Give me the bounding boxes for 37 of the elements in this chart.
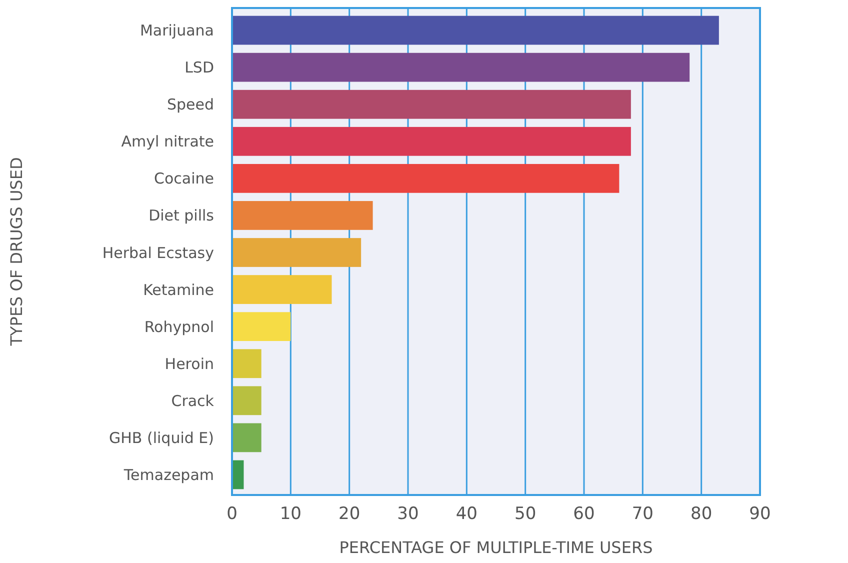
- y-tick-label: Heroin: [164, 354, 214, 373]
- x-tick-label: 10: [280, 504, 302, 524]
- y-axis-title: TYPES OF DRUGS USED: [7, 157, 26, 347]
- bar: [232, 126, 631, 156]
- x-tick-label: 0: [226, 504, 238, 524]
- y-tick-label: Herbal Ecstasy: [102, 244, 214, 262]
- y-tick-label: Rohypnol: [144, 318, 214, 336]
- y-tick-label: Ketamine: [143, 280, 214, 299]
- bar: [232, 238, 362, 267]
- y-tick-label: LSD: [184, 58, 214, 77]
- y-tick-label: Marijuana: [140, 22, 214, 40]
- x-tick-label: 30: [397, 504, 419, 524]
- bar: [232, 52, 690, 82]
- y-tick-label: GHB (liquid E): [109, 428, 214, 447]
- x-tick-label: 20: [338, 504, 360, 524]
- bar: [232, 349, 262, 378]
- x-tick-label: 60: [573, 504, 595, 524]
- x-tick-label: 70: [632, 504, 654, 524]
- x-tick-label: 90: [749, 504, 771, 524]
- x-tick-label: 50: [514, 504, 536, 524]
- y-tick-label: Temazepam: [122, 466, 214, 484]
- x-tick-label: 80: [690, 504, 712, 524]
- bar: [232, 90, 631, 119]
- y-tick-label: Crack: [171, 392, 214, 410]
- bar: [232, 201, 373, 230]
- y-tick-label: Diet pills: [148, 206, 214, 225]
- bar: [232, 275, 332, 304]
- x-tick-label: 40: [456, 504, 478, 524]
- bar: [232, 164, 620, 193]
- x-axis-title: PERCENTAGE OF MULTIPLE-TIME USERS: [339, 538, 653, 557]
- bar: [232, 423, 262, 452]
- bar: [232, 312, 291, 342]
- bar: [232, 386, 262, 416]
- y-tick-label: Cocaine: [154, 170, 214, 188]
- y-tick-label: Amyl nitrate: [121, 132, 214, 151]
- y-tick-label: Speed: [166, 96, 214, 114]
- bar: [232, 16, 719, 45]
